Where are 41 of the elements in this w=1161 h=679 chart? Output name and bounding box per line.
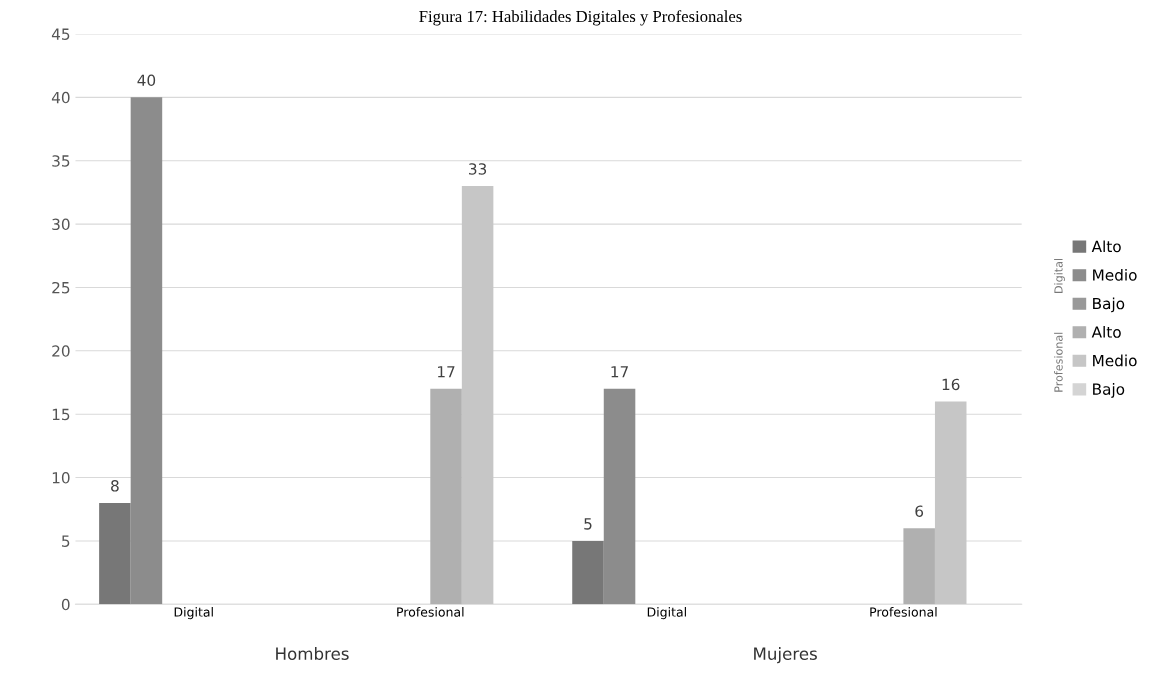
y-tick-label: 30 [52, 218, 70, 231]
legend-label: Alto [1091, 240, 1121, 253]
legend-label: Bajo [1093, 383, 1125, 398]
bar [461, 186, 494, 605]
data-label: 17 [438, 366, 455, 378]
legend-label: Medio [1093, 354, 1137, 367]
data-label: 17 [611, 366, 628, 378]
y-tick-label: 5 [62, 535, 70, 547]
x-tick-label: Digital [647, 607, 686, 620]
x-tick-label: Digital [174, 607, 213, 620]
legend-label: Alto [1091, 326, 1121, 338]
data-label: 40 [137, 74, 156, 87]
y-tick-label: 35 [52, 155, 70, 167]
data-label: 6 [915, 505, 924, 517]
data-label: 5 [584, 518, 592, 530]
text: Digital [1054, 259, 1065, 293]
data-label: 33 [469, 163, 487, 175]
bar [903, 528, 935, 605]
bar [603, 388, 636, 605]
chart-title: Figura 17: Habilidades Digitales y Profesionales [419, 10, 742, 26]
text: Profesional [1054, 332, 1063, 392]
data-label: 8 [111, 480, 119, 492]
y-tick-label: 25 [52, 281, 70, 294]
y-tick-label: 40 [51, 91, 70, 104]
y-tick-label: 20 [52, 345, 70, 357]
text: Hombres [276, 647, 349, 660]
y-tick-label: 45 [51, 28, 70, 40]
bar [430, 388, 462, 605]
bar [99, 502, 131, 605]
legend-label: Medio [1093, 268, 1137, 281]
bar [130, 97, 163, 605]
x-tick-label: Profesional [397, 607, 464, 617]
y-tick-label: 15 [52, 408, 70, 421]
data-label: 16 [942, 378, 960, 391]
legend-label: Bajo [1093, 297, 1125, 313]
y-tick-label: 0 [61, 598, 70, 611]
bar [934, 401, 967, 605]
y-tick-label: 10 [52, 472, 70, 484]
text: Mujeres [754, 647, 817, 664]
bar [572, 540, 604, 605]
x-tick-label: Profesional [870, 607, 937, 617]
